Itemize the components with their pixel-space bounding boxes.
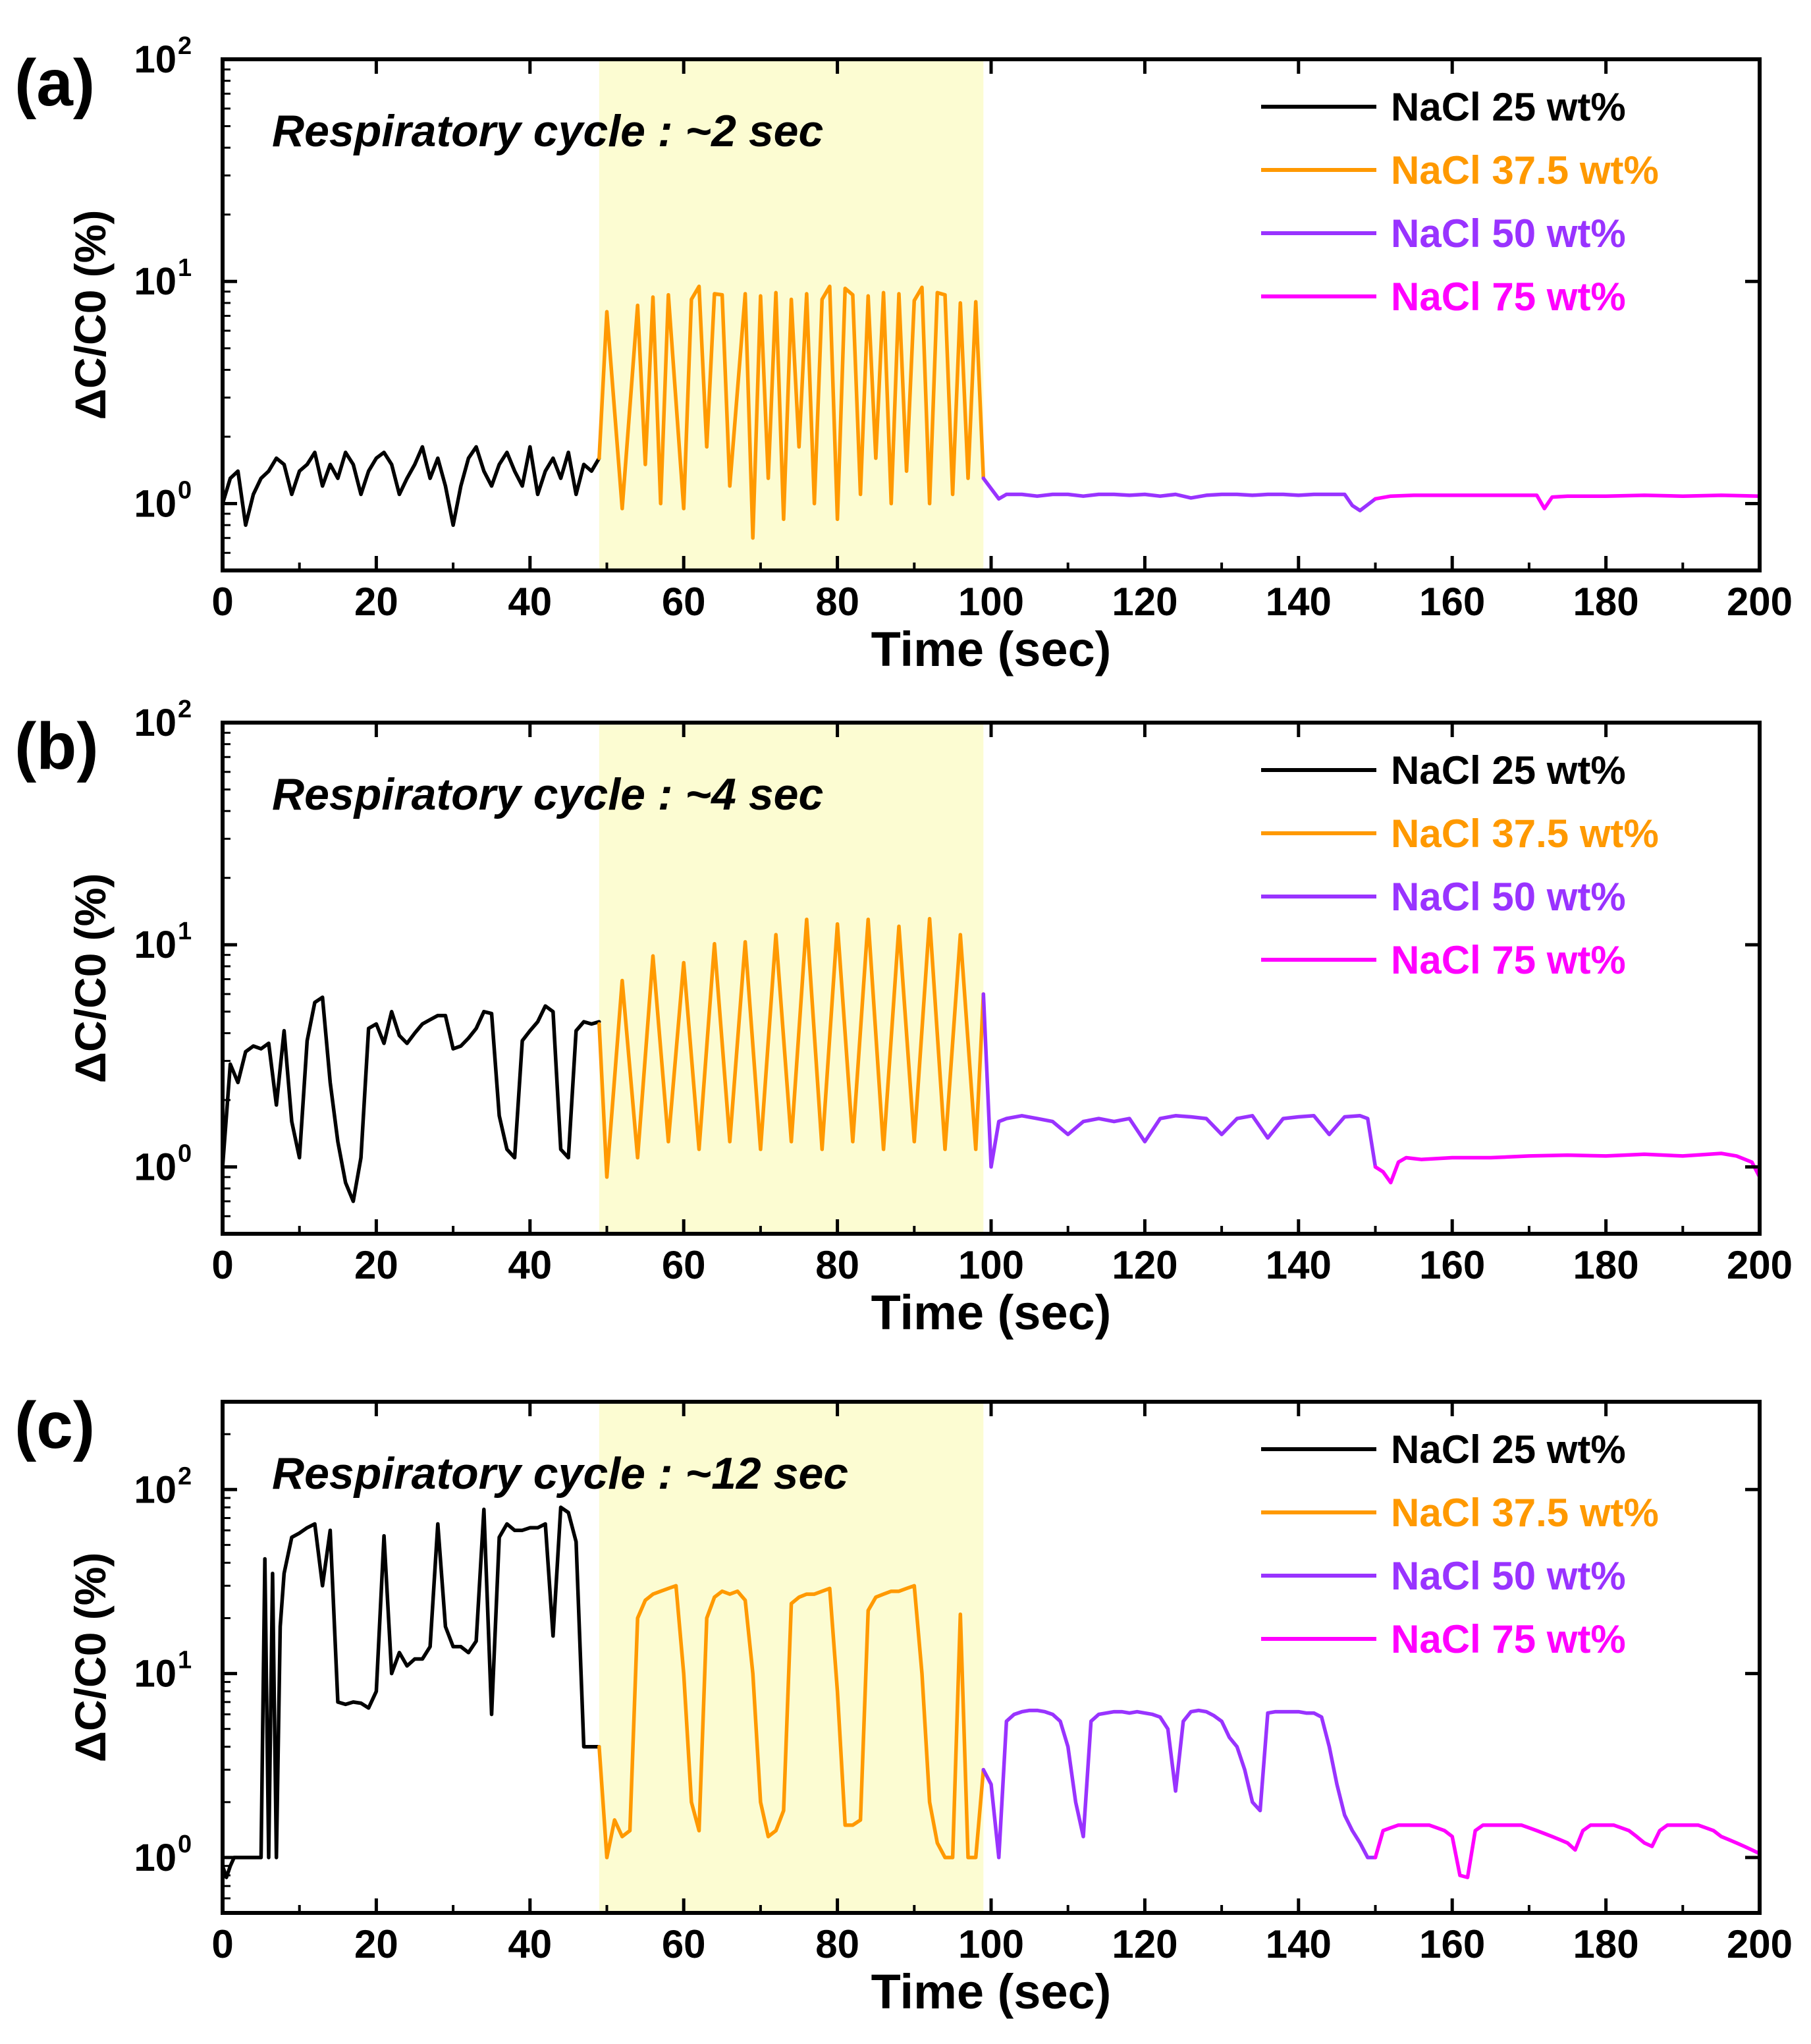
highlight-band bbox=[599, 723, 984, 1234]
y-tick-exponent: 0 bbox=[178, 476, 192, 504]
y-axis-label: ΔC/C0 (%) bbox=[66, 210, 115, 420]
legend-label: NaCl 25 wt% bbox=[1391, 85, 1626, 129]
x-tick-label: 160 bbox=[1419, 1922, 1485, 1966]
x-axis-label: Time (sec) bbox=[871, 1964, 1112, 2019]
series-line bbox=[597, 1584, 986, 1860]
y-tick-exponent: 2 bbox=[178, 696, 192, 723]
x-tick-label: 140 bbox=[1266, 1243, 1332, 1287]
y-tick-exponent: 0 bbox=[178, 1831, 192, 1858]
x-tick-label: 180 bbox=[1573, 580, 1639, 624]
x-tick-label: 100 bbox=[958, 1243, 1024, 1287]
series-line bbox=[1373, 1151, 1762, 1185]
x-tick-label: 20 bbox=[354, 580, 398, 624]
y-axis-label: ΔC/C0 (%) bbox=[66, 873, 115, 1084]
y-tick-label: 10 bbox=[134, 702, 176, 744]
y-tick-label: 10 bbox=[134, 1146, 176, 1188]
x-tick-label: 120 bbox=[1112, 1922, 1177, 1966]
x-tick-label: 80 bbox=[815, 1243, 859, 1287]
series-line bbox=[1373, 1823, 1762, 1879]
y-tick-label: 10 bbox=[134, 924, 176, 966]
x-tick-label: 100 bbox=[958, 580, 1024, 624]
x-tick-label: 40 bbox=[508, 580, 552, 624]
x-tick-label: 180 bbox=[1573, 1922, 1639, 1966]
y-tick-label: 10 bbox=[134, 1837, 176, 1879]
legend-label: NaCl 50 wt% bbox=[1391, 875, 1626, 919]
x-tick-label: 120 bbox=[1112, 580, 1177, 624]
series-line bbox=[981, 992, 1378, 1169]
legend-label: NaCl 25 wt% bbox=[1391, 1427, 1626, 1472]
panel-letter: (c) bbox=[14, 1389, 95, 1462]
x-tick-label: 140 bbox=[1266, 580, 1332, 624]
legend-label: NaCl 25 wt% bbox=[1391, 748, 1626, 792]
x-tick-label: 60 bbox=[662, 1922, 706, 1966]
panel-letter: (a) bbox=[14, 46, 95, 120]
legend-label: NaCl 50 wt% bbox=[1391, 211, 1626, 256]
annotation-text: Respiratory cycle : ~4 sec bbox=[272, 769, 823, 819]
panel-letter: (b) bbox=[14, 709, 99, 783]
x-tick-label: 100 bbox=[958, 1922, 1024, 1966]
x-tick-label: 80 bbox=[815, 580, 859, 624]
series-line bbox=[221, 995, 601, 1203]
y-tick-exponent: 1 bbox=[178, 918, 192, 945]
x-tick-label: 40 bbox=[508, 1922, 552, 1966]
x-tick-label: 200 bbox=[1727, 580, 1793, 624]
legend-label: NaCl 37.5 wt% bbox=[1391, 1491, 1659, 1535]
x-tick-label: 20 bbox=[354, 1922, 398, 1966]
y-tick-label: 10 bbox=[134, 1653, 176, 1696]
series-line bbox=[981, 476, 1378, 512]
legend-label: NaCl 37.5 wt% bbox=[1391, 148, 1659, 192]
annotation-text: Respiratory cycle : ~2 sec bbox=[272, 106, 823, 156]
y-tick-exponent: 2 bbox=[178, 1462, 192, 1490]
x-tick-label: 0 bbox=[211, 1922, 233, 1966]
x-tick-label: 180 bbox=[1573, 1243, 1639, 1287]
x-tick-label: 120 bbox=[1112, 1243, 1177, 1287]
legend-label: NaCl 75 wt% bbox=[1391, 938, 1626, 982]
x-tick-label: 140 bbox=[1266, 1922, 1332, 1966]
x-tick-label: 0 bbox=[211, 1243, 233, 1287]
series-line bbox=[597, 285, 986, 540]
annotation-text: Respiratory cycle : ~12 sec bbox=[272, 1449, 848, 1499]
series-line bbox=[221, 445, 601, 527]
y-tick-label: 10 bbox=[134, 260, 176, 303]
legend-label: NaCl 75 wt% bbox=[1391, 275, 1626, 319]
x-tick-label: 40 bbox=[508, 1243, 552, 1287]
x-tick-label: 0 bbox=[211, 580, 233, 624]
x-tick-label: 160 bbox=[1419, 580, 1485, 624]
y-tick-label: 10 bbox=[134, 1468, 176, 1511]
series-line bbox=[981, 1708, 1378, 1860]
legend-label: NaCl 37.5 wt% bbox=[1391, 812, 1659, 856]
y-tick-exponent: 1 bbox=[178, 1647, 192, 1674]
x-tick-label: 80 bbox=[815, 1922, 859, 1966]
y-tick-exponent: 1 bbox=[178, 254, 192, 282]
series-line bbox=[1373, 493, 1762, 511]
y-tick-exponent: 0 bbox=[178, 1140, 192, 1167]
series-line bbox=[221, 1505, 601, 1879]
legend-label: NaCl 75 wt% bbox=[1391, 1617, 1626, 1661]
series-line bbox=[597, 916, 986, 1179]
y-axis-label: ΔC/C0 (%) bbox=[66, 1553, 115, 1763]
x-axis-label: Time (sec) bbox=[871, 1285, 1112, 1340]
x-tick-label: 60 bbox=[662, 580, 706, 624]
legend-label: NaCl 50 wt% bbox=[1391, 1554, 1626, 1598]
y-tick-exponent: 2 bbox=[178, 32, 192, 60]
y-tick-label: 10 bbox=[134, 482, 176, 525]
x-tick-label: 200 bbox=[1727, 1243, 1793, 1287]
x-tick-label: 200 bbox=[1727, 1922, 1793, 1966]
x-axis-label: Time (sec) bbox=[871, 622, 1112, 677]
x-tick-label: 60 bbox=[662, 1243, 706, 1287]
x-tick-label: 20 bbox=[354, 1243, 398, 1287]
x-tick-label: 160 bbox=[1419, 1243, 1485, 1287]
y-tick-label: 10 bbox=[134, 38, 176, 81]
